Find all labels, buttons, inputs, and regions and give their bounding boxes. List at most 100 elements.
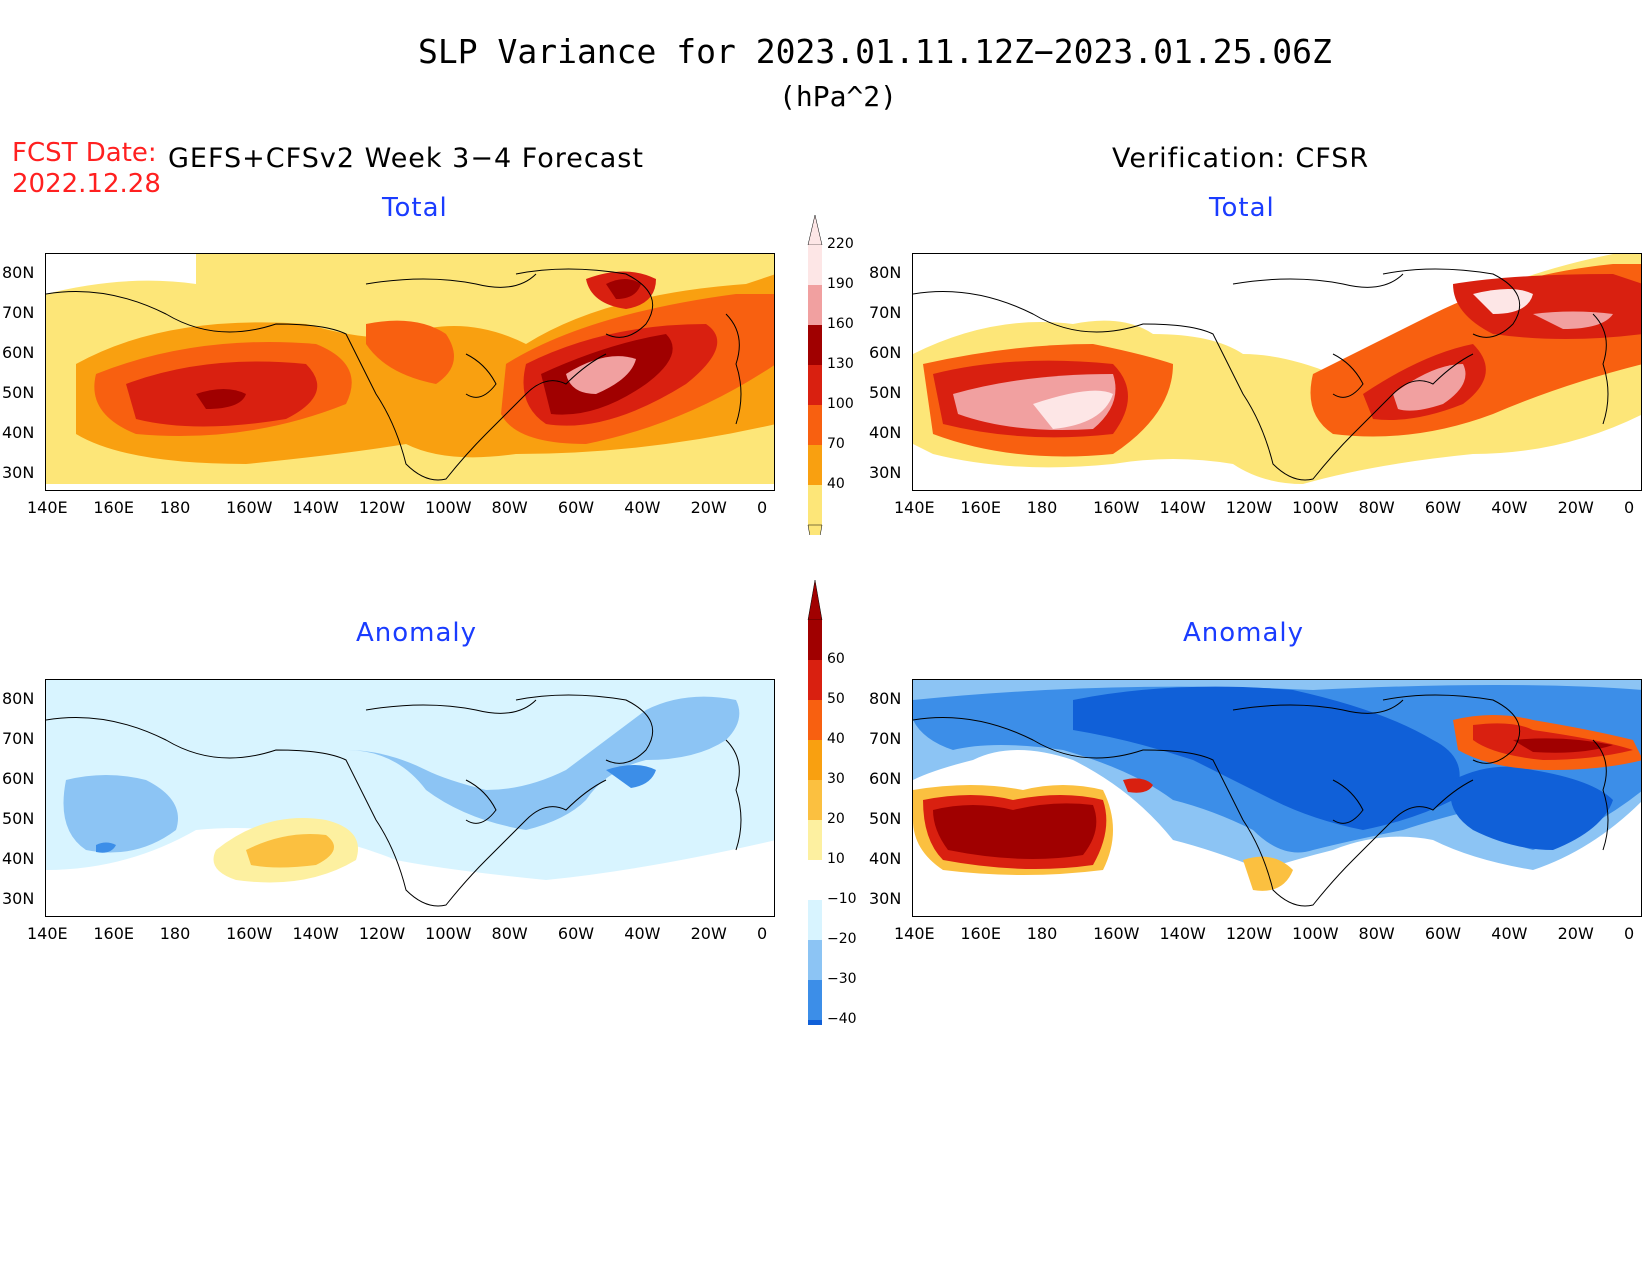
lon-tick-label: 80W xyxy=(1358,498,1395,517)
lon-tick-label: 140W xyxy=(292,924,339,943)
lon-tick-label: 60W xyxy=(557,498,595,517)
lon-tick-label: 160W xyxy=(226,498,273,517)
lon-tick-label: 140E xyxy=(894,924,935,943)
colorbar-swatch xyxy=(808,620,822,660)
lon-tick-label: 20W xyxy=(1557,924,1594,943)
map-verification-anomaly xyxy=(912,679,1642,917)
lat-tick-label: 80N xyxy=(869,689,902,708)
colorbar-top-arrow xyxy=(807,579,823,621)
lon-tick-label: 140W xyxy=(1159,498,1206,517)
lon-tick-label: 100W xyxy=(425,924,472,943)
colorbar-swatch xyxy=(808,285,822,325)
lon-tick-label: 20W xyxy=(1557,498,1594,517)
lat-tick-label: 30N xyxy=(869,889,902,908)
colorbar-tick-label: 100 xyxy=(827,396,854,412)
colorbar-tick-label: 10 xyxy=(827,851,845,867)
lat-tick-label: 70N xyxy=(869,729,902,748)
colorbar-tick-label: 190 xyxy=(827,276,854,292)
right-column-title: Verification: CFSR xyxy=(1112,143,1370,174)
lat-tick-label: 80N xyxy=(2,263,35,282)
colorbar-swatch xyxy=(808,740,822,780)
colorbar-tick-label: 50 xyxy=(827,691,845,707)
lon-tick-label: 180 xyxy=(1026,924,1058,943)
top-right-panel-title: Total xyxy=(1209,193,1275,223)
lon-tick-label: 100W xyxy=(1292,924,1339,943)
total-colorbar-swatches xyxy=(807,214,823,535)
colorbar-swatch xyxy=(808,245,822,285)
map-forecast-anomaly xyxy=(45,679,775,917)
lat-tick-label: 50N xyxy=(869,809,902,828)
lon-tick-label: 80W xyxy=(491,498,528,517)
colorbar-swatch xyxy=(808,1020,822,1025)
lat-tick-label: 60N xyxy=(2,343,35,362)
lon-tick-label: 120W xyxy=(358,924,406,943)
lon-tick-label: 160W xyxy=(1093,924,1140,943)
colorbar-tick-label: 40 xyxy=(827,731,845,747)
lon-tick-label: 160E xyxy=(93,498,135,517)
lon-tick-label: 140W xyxy=(292,498,339,517)
lon-tick-label: 120W xyxy=(1225,924,1273,943)
lat-tick-label: 40N xyxy=(869,423,902,442)
colorbar-swatch xyxy=(808,700,822,740)
lat-tick-label: 70N xyxy=(2,729,35,748)
lon-tick-label: 180 xyxy=(159,924,191,943)
colorbar-tick-label: 60 xyxy=(827,651,845,667)
lon-tick-label: 0 xyxy=(757,924,768,943)
lat-tick-label: 30N xyxy=(869,463,902,482)
colorbar-tick-label: 220 xyxy=(827,236,854,252)
lat-tick-label: 40N xyxy=(869,849,902,868)
left-column-title: GEFS+CFSv2 Week 3−4 Forecast xyxy=(168,143,644,174)
lat-tick-label: 50N xyxy=(2,809,35,828)
lat-tick-label: 60N xyxy=(2,769,35,788)
lon-tick-label: 120W xyxy=(1225,498,1273,517)
colorbar-swatch xyxy=(808,900,822,940)
lon-tick-label: 180 xyxy=(159,498,191,517)
lon-tick-label: 160E xyxy=(93,924,135,943)
fcst-date-label: FCST Date: xyxy=(12,138,157,168)
colorbar-tick-label: 40 xyxy=(827,476,845,492)
lat-tick-label: 40N xyxy=(2,423,35,442)
lon-tick-label: 40W xyxy=(624,498,661,517)
lat-tick-label: 50N xyxy=(869,383,902,402)
lon-tick-label: 140E xyxy=(27,924,68,943)
lon-tick-label: 120W xyxy=(358,498,406,517)
lon-tick-label: 140E xyxy=(894,498,935,517)
colorbar-tick-label: 30 xyxy=(827,771,845,787)
colorbar-swatch xyxy=(808,980,822,1020)
verification-anomaly-field xyxy=(913,680,1641,916)
colorbar-tick-label: −20 xyxy=(827,931,857,947)
anomaly-colorbar xyxy=(807,579,823,1025)
lat-tick-label: 60N xyxy=(869,343,902,362)
bottom-right-panel-title: Anomaly xyxy=(1183,618,1305,648)
forecast-total-field xyxy=(46,254,774,490)
lat-tick-label: 80N xyxy=(869,263,902,282)
forecast-anomaly-field xyxy=(46,680,774,916)
lat-tick-label: 80N xyxy=(2,689,35,708)
lon-tick-label: 60W xyxy=(1424,924,1462,943)
colorbar-bottom-arrow xyxy=(807,524,823,535)
map-forecast-total xyxy=(45,253,775,491)
fcst-date-value: 2022.12.28 xyxy=(12,169,161,199)
lon-tick-label: 20W xyxy=(690,924,727,943)
lon-tick-label: 140W xyxy=(1159,924,1206,943)
lon-tick-label: 140E xyxy=(27,498,68,517)
verification-total-field xyxy=(913,254,1641,490)
total-colorbar xyxy=(807,214,823,535)
lon-tick-label: 40W xyxy=(1491,498,1528,517)
lat-tick-label: 70N xyxy=(2,303,35,322)
lon-tick-label: 20W xyxy=(690,498,727,517)
lon-tick-label: 40W xyxy=(1491,924,1528,943)
lat-tick-label: 50N xyxy=(2,383,35,402)
lat-tick-label: 30N xyxy=(2,889,35,908)
lon-tick-label: 80W xyxy=(491,924,528,943)
lon-tick-label: 0 xyxy=(757,498,768,517)
lon-tick-label: 60W xyxy=(1424,498,1462,517)
units-label: (hPa^2) xyxy=(779,80,898,113)
colorbar-swatch xyxy=(808,940,822,980)
lon-tick-label: 100W xyxy=(425,498,472,517)
colorbar-swatch xyxy=(808,485,822,525)
lon-tick-label: 100W xyxy=(1292,498,1339,517)
colorbar-tick-label: 160 xyxy=(827,316,854,332)
colorbar-swatch xyxy=(808,780,822,820)
colorbar-swatch xyxy=(808,405,822,445)
